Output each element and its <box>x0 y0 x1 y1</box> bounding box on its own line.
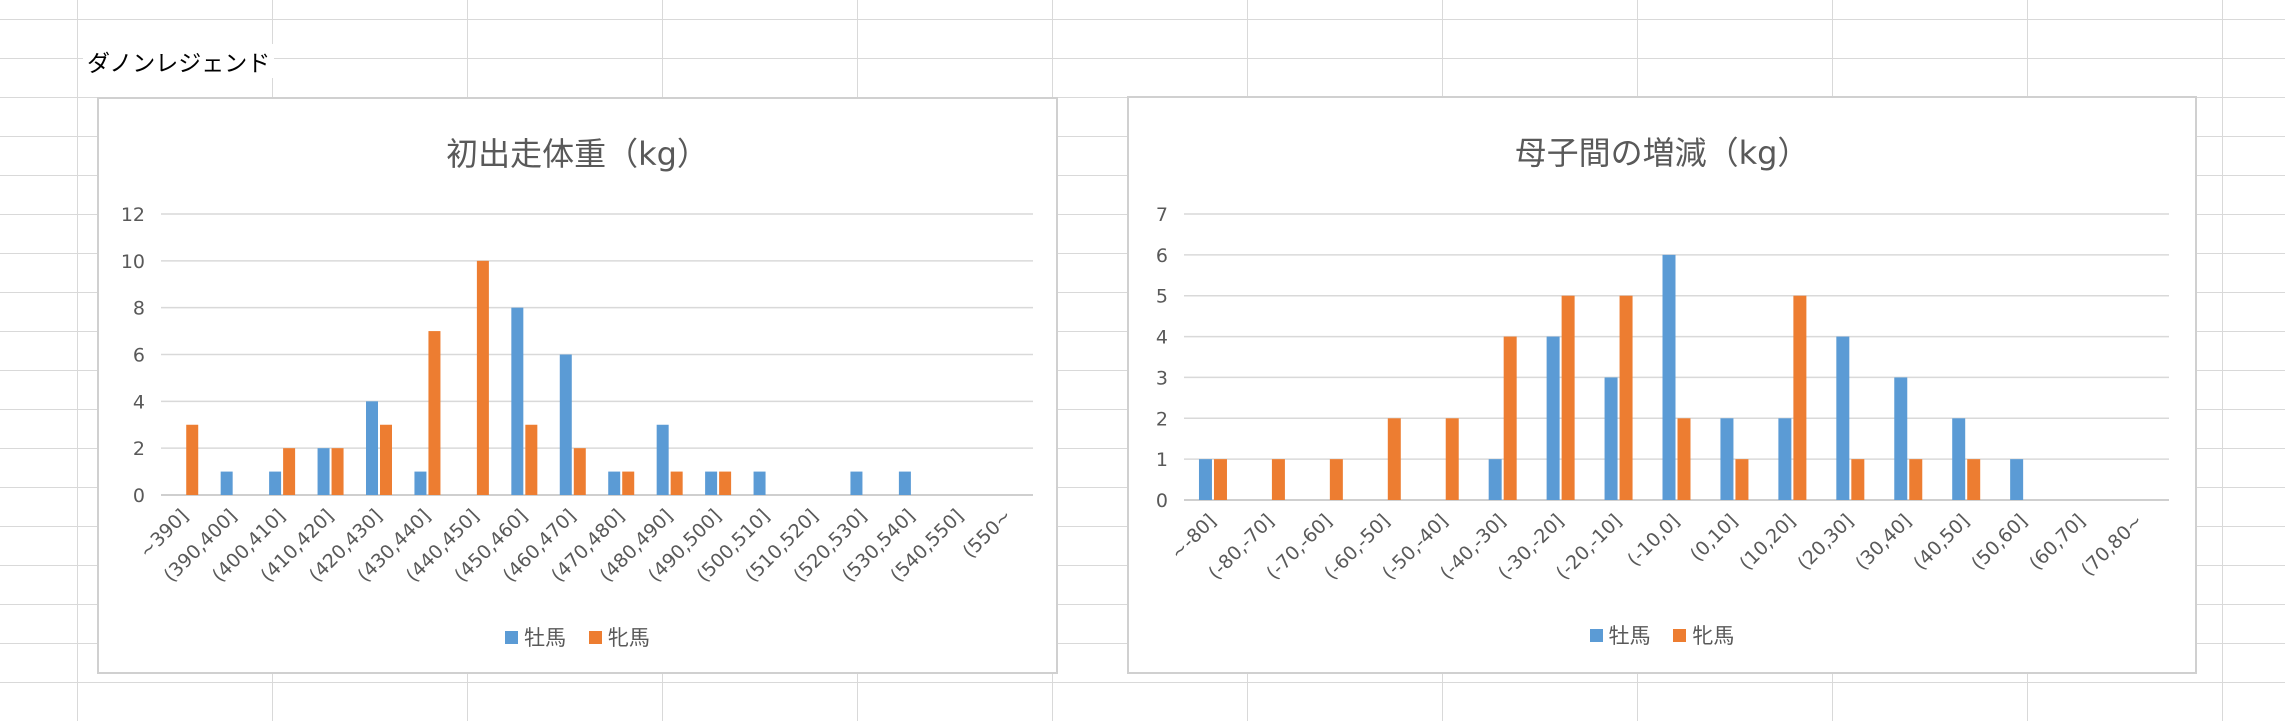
y-tick-label: 2 <box>1156 408 1168 430</box>
bar-female[interactable] <box>1271 459 1285 500</box>
bar-female[interactable] <box>573 448 586 495</box>
legend-item-male: 牡馬 <box>505 622 566 652</box>
bar-female[interactable] <box>1329 459 1343 500</box>
y-tick-label: 7 <box>1156 204 1168 226</box>
bar-female[interactable] <box>1909 459 1923 500</box>
bar-female[interactable] <box>1677 418 1691 500</box>
x-tick-label: (50,60] <box>1967 510 2032 575</box>
y-tick-label: 4 <box>133 391 145 413</box>
bar-female[interactable] <box>1387 418 1401 500</box>
chart-plot: 024681012~390](390,400](400,410](410,420… <box>121 204 1033 587</box>
bar-female[interactable] <box>283 448 296 495</box>
chart-legend: 牡馬 牝馬 <box>1129 620 2195 650</box>
x-tick-label: (10,20] <box>1735 510 1800 575</box>
x-tick-label: (70,80~ <box>2077 510 2148 581</box>
y-tick-label: 8 <box>133 298 145 320</box>
bar-female[interactable] <box>1503 336 1517 500</box>
legend-item-female: 牝馬 <box>1673 620 1734 650</box>
bar-female[interactable] <box>331 448 344 495</box>
bar-female[interactable] <box>622 471 635 495</box>
bar-male[interactable] <box>705 471 718 495</box>
bar-male[interactable] <box>511 307 524 495</box>
legend-item-male: 牡馬 <box>1589 620 1651 650</box>
y-tick-label: 2 <box>133 438 145 460</box>
legend-swatch-female <box>1673 628 1687 642</box>
bar-male[interactable] <box>608 471 621 495</box>
bar-male[interactable] <box>1604 377 1618 500</box>
bar-male[interactable] <box>1952 418 1966 500</box>
chart-legend: 牡馬 牝馬 <box>99 622 1056 652</box>
sheet-label: ダノンレジェンド <box>83 44 275 78</box>
x-tick-label: (0,10] <box>1686 510 1742 566</box>
bar-male[interactable] <box>656 424 669 495</box>
bar-female[interactable] <box>1735 459 1749 500</box>
legend-swatch-male <box>1589 628 1603 642</box>
bar-male[interactable] <box>1894 377 1908 500</box>
bar-male[interactable] <box>1662 254 1676 500</box>
bar-male[interactable] <box>317 448 330 495</box>
y-tick-label: 3 <box>1156 367 1168 389</box>
bar-male[interactable] <box>269 471 282 495</box>
y-tick-label: 12 <box>121 204 145 226</box>
bar-male[interactable] <box>559 354 572 496</box>
y-tick-label: 4 <box>1156 327 1168 349</box>
legend-label-female: 牝馬 <box>1692 624 1735 648</box>
bar-female[interactable] <box>380 424 392 495</box>
bar-male[interactable] <box>1778 418 1792 500</box>
legend-item-female: 牝馬 <box>588 622 650 652</box>
bar-male[interactable] <box>850 471 863 495</box>
y-tick-label: 5 <box>1156 286 1168 308</box>
bar-male[interactable] <box>1720 418 1734 500</box>
y-tick-label: 0 <box>1156 490 1168 512</box>
legend-swatch-male <box>505 630 519 644</box>
bar-male[interactable] <box>753 471 766 495</box>
x-tick-label: (-10,0] <box>1623 510 1684 571</box>
legend-label-male: 牡馬 <box>524 626 567 650</box>
y-tick-label: 0 <box>133 485 145 507</box>
bar-male[interactable] <box>1488 459 1502 500</box>
x-tick-label: (20,30] <box>1793 510 1858 575</box>
chart-weight-change[interactable]: 母子間の増減（kg） 0 1 2 3 4 5 6 7 ~-80] (-80,-70] (-70,-6… <box>1127 96 2197 674</box>
y-tick-label: 1 <box>1156 449 1168 471</box>
bar-male[interactable] <box>2010 459 2024 500</box>
bar-female[interactable] <box>476 260 489 495</box>
bar-female[interactable] <box>1213 459 1227 500</box>
bar-male[interactable] <box>1546 336 1560 500</box>
chart-weight-first-race[interactable]: 初出走体重（kg） 0 2 4 6 8 10 12 ~390] (390,400] (400,41… <box>97 97 1058 674</box>
y-tick-label: 6 <box>1156 245 1168 267</box>
bar-female[interactable] <box>1619 295 1633 500</box>
chart-title: 母子間の増減（kg） <box>1514 134 1810 172</box>
legend-swatch-female <box>588 630 602 644</box>
legend-label-female: 牝馬 <box>607 626 650 650</box>
bar-female[interactable] <box>1967 459 1981 500</box>
x-tick-label: (30,40] <box>1851 510 1916 575</box>
bar-female[interactable] <box>670 471 683 495</box>
legend-label-male: 牡馬 <box>1608 624 1651 648</box>
bar-female[interactable] <box>719 471 732 495</box>
y-tick-label: 6 <box>133 345 145 367</box>
bar-male[interactable] <box>1198 459 1212 500</box>
chart-title: 初出走体重（kg） <box>446 135 709 173</box>
bar-female[interactable] <box>1851 459 1865 500</box>
bar-female[interactable] <box>186 424 199 495</box>
chart-plot: 01234567~-80](-80,-70](-70,-60](-60,-50]… <box>1156 204 2169 584</box>
bar-female[interactable] <box>525 424 538 495</box>
x-tick-label: (40,50] <box>1909 510 1974 575</box>
bar-female[interactable] <box>1793 295 1807 500</box>
x-tick-label: ~-80] <box>1167 510 1221 564</box>
bar-female[interactable] <box>1445 418 1459 500</box>
bar-male[interactable] <box>1836 336 1850 500</box>
bar-male[interactable] <box>414 471 427 495</box>
bar-male[interactable] <box>898 471 911 495</box>
bar-female[interactable] <box>428 331 441 495</box>
bar-male[interactable] <box>220 471 233 495</box>
bar-male[interactable] <box>366 401 378 495</box>
x-tick-label: (550~ <box>959 505 1017 563</box>
bar-female[interactable] <box>1561 295 1575 500</box>
y-tick-label: 10 <box>121 251 145 273</box>
